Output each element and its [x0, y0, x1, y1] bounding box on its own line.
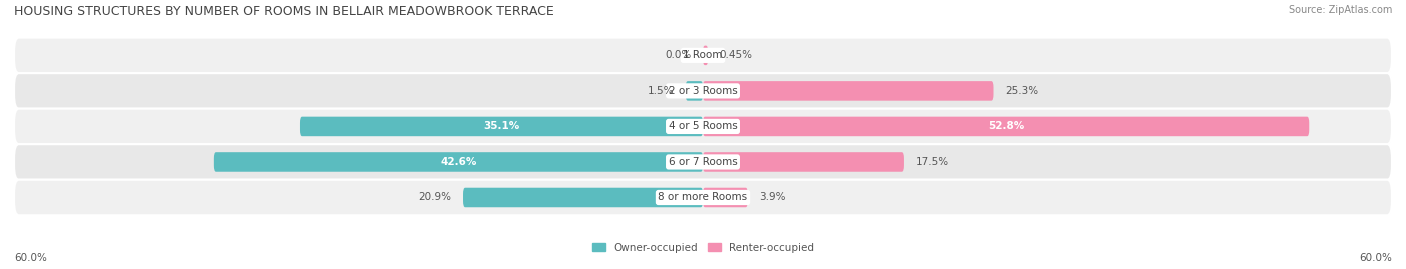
Text: HOUSING STRUCTURES BY NUMBER OF ROOMS IN BELLAIR MEADOWBROOK TERRACE: HOUSING STRUCTURES BY NUMBER OF ROOMS IN…	[14, 5, 554, 18]
FancyBboxPatch shape	[299, 117, 703, 136]
Text: Source: ZipAtlas.com: Source: ZipAtlas.com	[1288, 5, 1392, 15]
Text: 2 or 3 Rooms: 2 or 3 Rooms	[669, 86, 737, 96]
Text: 52.8%: 52.8%	[988, 121, 1024, 132]
FancyBboxPatch shape	[463, 188, 703, 207]
FancyBboxPatch shape	[14, 180, 1392, 215]
FancyBboxPatch shape	[14, 38, 1392, 73]
Text: 60.0%: 60.0%	[14, 253, 46, 263]
FancyBboxPatch shape	[14, 73, 1392, 109]
Text: 0.45%: 0.45%	[720, 50, 752, 60]
FancyBboxPatch shape	[703, 117, 1309, 136]
FancyBboxPatch shape	[703, 188, 748, 207]
FancyBboxPatch shape	[14, 144, 1392, 180]
FancyBboxPatch shape	[703, 46, 709, 65]
FancyBboxPatch shape	[703, 152, 904, 172]
Text: 8 or more Rooms: 8 or more Rooms	[658, 193, 748, 203]
Text: 4 or 5 Rooms: 4 or 5 Rooms	[669, 121, 737, 132]
Text: 20.9%: 20.9%	[419, 193, 451, 203]
FancyBboxPatch shape	[686, 81, 703, 101]
Text: 1.5%: 1.5%	[648, 86, 675, 96]
Text: 42.6%: 42.6%	[440, 157, 477, 167]
Text: 60.0%: 60.0%	[1360, 253, 1392, 263]
FancyBboxPatch shape	[703, 81, 994, 101]
Legend: Owner-occupied, Renter-occupied: Owner-occupied, Renter-occupied	[588, 238, 818, 257]
Text: 25.3%: 25.3%	[1005, 86, 1038, 96]
Text: 17.5%: 17.5%	[915, 157, 949, 167]
FancyBboxPatch shape	[214, 152, 703, 172]
Text: 1 Room: 1 Room	[683, 50, 723, 60]
FancyBboxPatch shape	[14, 109, 1392, 144]
Text: 0.0%: 0.0%	[665, 50, 692, 60]
Text: 35.1%: 35.1%	[484, 121, 520, 132]
Text: 3.9%: 3.9%	[759, 193, 786, 203]
Text: 6 or 7 Rooms: 6 or 7 Rooms	[669, 157, 737, 167]
